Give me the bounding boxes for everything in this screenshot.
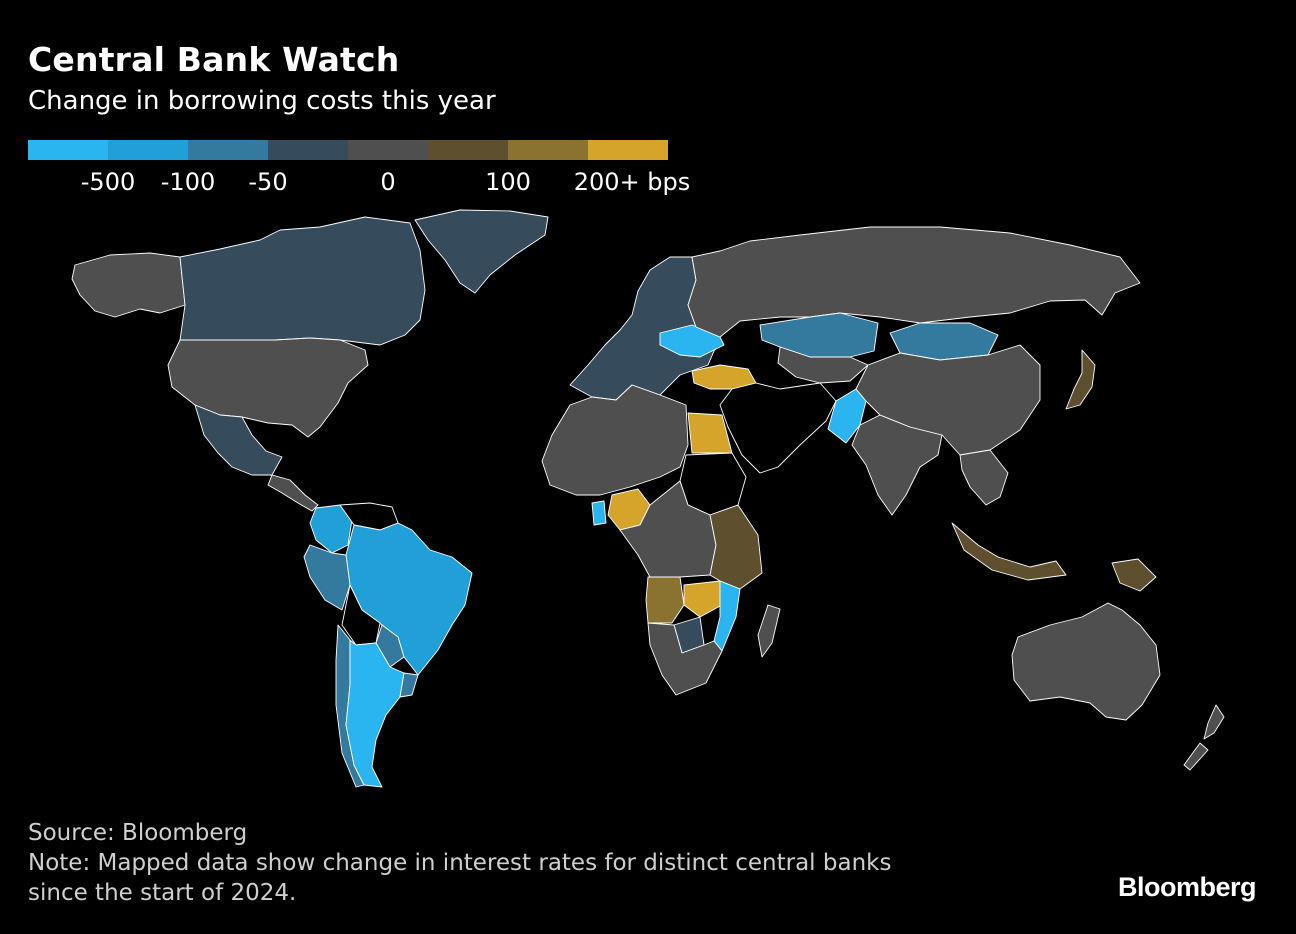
region-southern-africa[interactable] — [647, 622, 723, 696]
legend-label: 0 — [380, 168, 396, 196]
legend-label: -50 — [248, 168, 288, 196]
note-text-line1: Note: Mapped data show change in interes… — [28, 850, 892, 876]
region-png[interactable] — [1111, 558, 1157, 592]
region-indonesia[interactable] — [951, 522, 1067, 581]
legend-swatch — [428, 140, 508, 160]
region-canada[interactable] — [179, 216, 426, 346]
legend-swatch — [508, 140, 588, 160]
legend-swatch — [108, 140, 188, 160]
region-japan[interactable] — [1065, 349, 1096, 410]
region-australia[interactable] — [1011, 602, 1161, 721]
legend-label: -500 — [80, 168, 136, 196]
region-argentina[interactable] — [345, 639, 405, 788]
region-north-africa[interactable] — [541, 384, 689, 496]
chart-subtitle: Change in borrowing costs this year — [28, 86, 496, 116]
region-alaska[interactable] — [71, 252, 186, 318]
legend-swatch — [588, 140, 668, 160]
region-middle-east[interactable] — [719, 382, 837, 474]
region-usa[interactable] — [167, 337, 369, 438]
legend-swatch — [268, 140, 348, 160]
bloomberg-logo: Bloomberg — [1117, 872, 1257, 902]
chart-title: Central Bank Watch — [28, 40, 400, 79]
region-madagascar[interactable] — [757, 604, 781, 658]
footer-notes: Source: Bloomberg Note: Mapped data show… — [28, 818, 891, 908]
region-ghana[interactable] — [591, 500, 607, 526]
region-russia[interactable] — [687, 226, 1141, 338]
color-legend-bar — [28, 140, 668, 160]
legend-label: 200+ bps — [573, 168, 691, 196]
legend-label: 100 — [485, 168, 531, 196]
region-southeast-asia[interactable] — [959, 449, 1009, 506]
region-peru[interactable] — [303, 544, 351, 611]
region-new-zealand[interactable] — [1183, 704, 1225, 771]
region-mexico[interactable] — [194, 404, 283, 476]
region-angola[interactable] — [645, 576, 685, 624]
region-zambia[interactable] — [683, 580, 723, 618]
region-central-asia[interactable] — [777, 346, 869, 384]
legend-swatch — [348, 140, 428, 160]
legend-swatch — [188, 140, 268, 160]
legend-swatch — [28, 140, 108, 160]
legend-labels: -500 -100 -50 0 100 200+ bps — [28, 168, 728, 202]
region-china[interactable] — [855, 344, 1041, 456]
region-greenland[interactable] — [414, 209, 549, 294]
region-kazakhstan[interactable] — [759, 312, 879, 358]
world-map — [71, 209, 1225, 788]
note-text-line2: since the start of 2024. — [28, 880, 297, 906]
source-text: Source: Bloomberg — [28, 820, 248, 846]
region-central-america[interactable] — [267, 474, 319, 512]
region-east-africa[interactable] — [709, 504, 763, 590]
legend-label: -100 — [160, 168, 216, 196]
region-uruguay[interactable] — [399, 672, 419, 698]
